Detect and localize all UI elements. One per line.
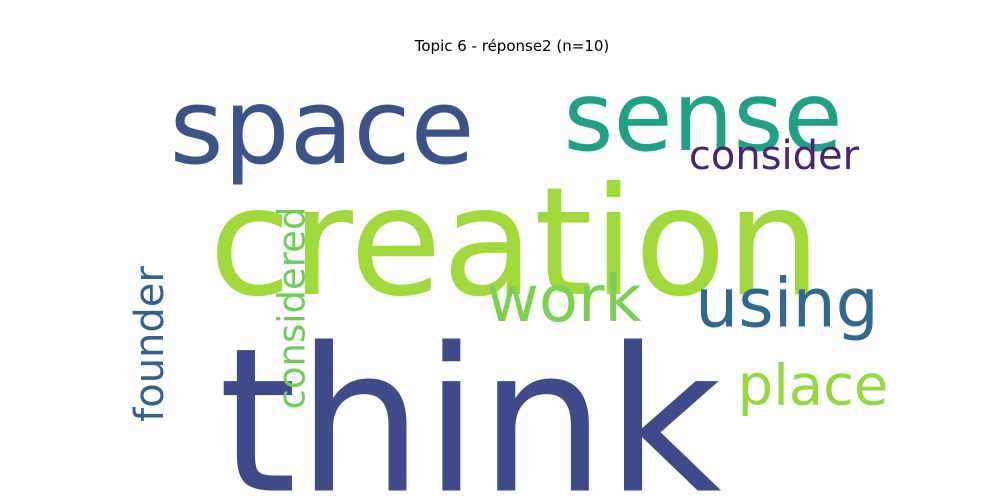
word-place: place (738, 354, 889, 419)
word-founder: founder (127, 266, 173, 422)
word-think: think (218, 306, 722, 500)
word-consider: consider (689, 133, 860, 179)
word-creation: creation (209, 156, 821, 330)
word-space: space (169, 66, 474, 188)
chart-title: Topic 6 - réponse2 (n=10) (414, 37, 609, 55)
word-work: work (487, 263, 642, 337)
word-considered: considered (271, 207, 314, 410)
word-using: using (695, 265, 879, 344)
word-sense: sense (564, 61, 843, 173)
